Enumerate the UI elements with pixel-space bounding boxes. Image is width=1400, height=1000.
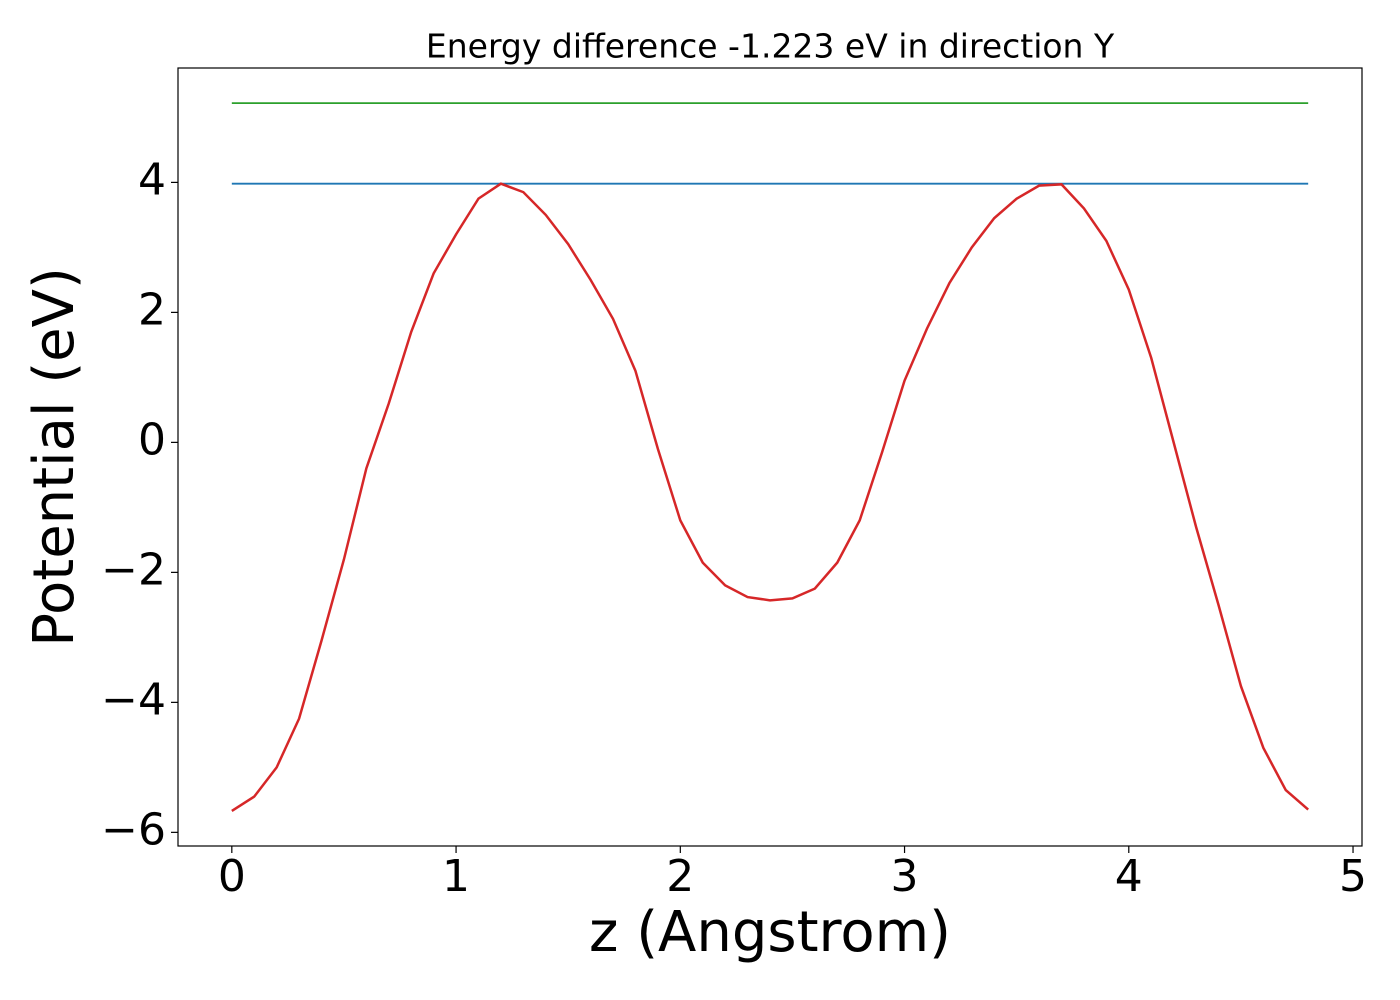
y-tick-label: −4: [101, 674, 166, 725]
y-tick-label: 2: [138, 284, 166, 335]
x-tick-label: 4: [1115, 851, 1143, 902]
y-axis-label: Potential (eV): [22, 267, 87, 647]
plot-frame: [177, 67, 1363, 847]
y-tick-label: 4: [138, 154, 166, 205]
x-tick-label: 3: [891, 851, 919, 902]
y-tick-label: −2: [101, 544, 166, 595]
x-tick-label: 0: [218, 851, 246, 902]
y-tick-label: −6: [101, 804, 166, 855]
x-axis-label: z (Angstrom): [589, 900, 951, 965]
x-tick-label: 2: [666, 851, 694, 902]
chart-title: Energy difference -1.223 eV in direction…: [426, 27, 1115, 66]
x-tick-label: 5: [1339, 851, 1367, 902]
x-tick-label: 1: [442, 851, 470, 902]
line-series: [231, 182, 1310, 812]
y-tick-label: 0: [138, 414, 166, 465]
